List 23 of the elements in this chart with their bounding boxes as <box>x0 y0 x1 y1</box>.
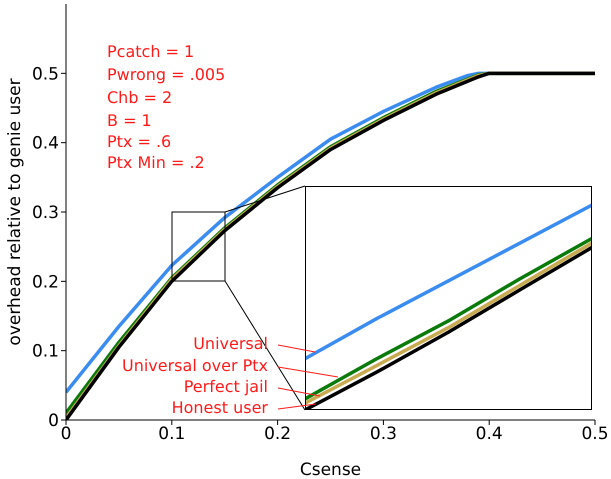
y-tick-label: 0.5 <box>32 64 59 84</box>
y-tick-label: 0.4 <box>32 134 59 154</box>
text: Perfect jail <box>184 377 268 396</box>
annotation: B = 1 <box>107 111 152 130</box>
annotation: Ptx Min = .2 <box>107 153 205 172</box>
x-tick-label: 0.5 <box>581 424 609 444</box>
x-tick-label: 0.3 <box>370 424 397 444</box>
annotation: Pcatch = 1 <box>107 42 194 61</box>
x-tick-label: 0 <box>60 424 72 444</box>
annotation: Chb = 2 <box>107 88 172 107</box>
text: Honest user <box>172 398 268 417</box>
y-tick-label: 0.3 <box>32 203 59 224</box>
annotation: Pwrong = .005 <box>107 65 226 84</box>
x-axis-title: Csense <box>300 460 362 479</box>
y-axis-title: overhead relative to genie user <box>5 78 26 346</box>
x-tick-label: 0.4 <box>476 424 503 444</box>
text: Universal over Ptx <box>122 356 268 375</box>
x-tick-label: 0.2 <box>264 424 292 444</box>
y-tick-label: 0.1 <box>32 342 59 362</box>
annotation: Ptx = .6 <box>107 132 172 151</box>
y-tick-label: 0.2 <box>32 272 59 292</box>
y-tick-label: 0 <box>48 411 59 432</box>
x-tick-label: 0.1 <box>158 424 186 444</box>
